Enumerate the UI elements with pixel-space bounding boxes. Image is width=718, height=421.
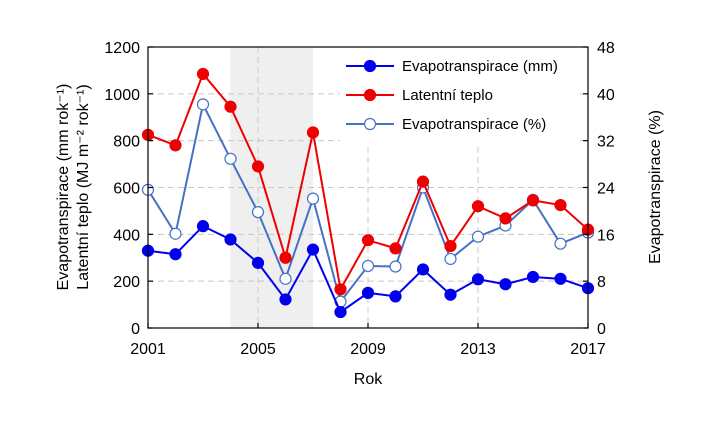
tick-labels: 0 200 400 600 800 1000 1200 0 8 16 24 32 40 48 2001 200…	[104, 40, 614, 358]
y-axis-left-title-line1: Evapotranspirace (mm rok⁻¹)	[55, 84, 72, 291]
legend-marker	[363, 88, 377, 102]
x-axis-title: Rok	[354, 371, 383, 388]
y-left-tick-label: 1200	[104, 40, 140, 57]
data-point	[389, 260, 402, 273]
y-right-tick-label: 48	[597, 40, 615, 57]
data-point	[554, 272, 567, 285]
y-right-tick-label: 24	[597, 181, 615, 198]
y-left-tick-label: 200	[113, 274, 140, 291]
data-point	[526, 194, 540, 207]
y-left-tick-label: 400	[113, 227, 140, 244]
y-left-tick-label: 800	[113, 134, 140, 151]
x-tick-label: 2001	[130, 341, 166, 358]
data-point	[471, 230, 485, 243]
data-point	[554, 237, 567, 250]
data-point	[444, 252, 457, 266]
data-point	[279, 293, 292, 306]
data-point	[554, 198, 567, 212]
data-point	[389, 290, 402, 303]
data-point	[499, 278, 512, 291]
y-axis-right-title: Evapotranspirace (%)	[647, 110, 664, 264]
data-point	[196, 98, 210, 111]
data-point	[444, 288, 457, 301]
data-point	[499, 212, 512, 225]
y-right-tick-label: 0	[597, 321, 606, 338]
x-tick-label: 2017	[570, 341, 606, 358]
data-point	[224, 152, 237, 165]
legend: Evapotranspirace (mm) Latentní teplo Eva…	[340, 48, 580, 143]
x-tick-label: 2013	[460, 341, 496, 358]
y-left-tick-label: 0	[131, 321, 140, 338]
x-tick-label: 2009	[350, 341, 386, 358]
data-point	[471, 273, 485, 286]
data-point	[251, 205, 265, 219]
data-point	[224, 233, 237, 246]
legend-item-latentni-teplo: Latentní teplo	[346, 87, 493, 104]
data-point	[389, 242, 402, 255]
data-point	[361, 234, 375, 247]
data-point	[361, 286, 375, 299]
data-point	[169, 139, 182, 152]
data-point	[279, 251, 292, 264]
series-0	[141, 220, 595, 319]
y-left-tick-label: 1000	[104, 87, 140, 104]
data-point	[169, 227, 182, 240]
data-point	[361, 259, 375, 273]
y-left-tick-label: 600	[113, 181, 140, 198]
data-point	[251, 160, 265, 173]
series-layer	[141, 67, 595, 319]
data-point	[526, 270, 540, 284]
data-point	[169, 248, 182, 261]
data-point	[196, 220, 210, 233]
legend-item-evapotranspirace-mm: Evapotranspirace (mm)	[346, 58, 558, 75]
legend-label: Evapotranspirace (mm)	[402, 58, 558, 75]
y-right-tick-label: 8	[597, 274, 606, 291]
data-point	[334, 283, 347, 296]
y-right-tick-label: 40	[597, 87, 615, 104]
legend-marker	[363, 59, 377, 73]
data-point	[416, 263, 430, 276]
data-point	[444, 239, 457, 253]
data-point	[416, 175, 430, 188]
data-point	[471, 200, 485, 213]
y-right-tick-label: 32	[597, 134, 615, 151]
data-point	[224, 100, 237, 113]
data-point	[279, 272, 292, 285]
legend-marker	[363, 117, 377, 131]
data-point	[196, 67, 210, 81]
axes	[147, 46, 589, 329]
data-point	[306, 243, 320, 256]
legend-label: Evapotranspirace (%)	[402, 116, 546, 133]
data-point	[306, 126, 320, 139]
y-right-tick-label: 16	[597, 227, 615, 244]
y-axis-left-title-line2: Latentní teplo (MJ m⁻² rok⁻¹)	[75, 84, 92, 289]
data-point	[334, 305, 347, 319]
data-point	[251, 256, 265, 270]
legend-label: Latentní teplo	[402, 87, 493, 104]
legend-item-evapotranspirace-pct: Evapotranspirace (%)	[346, 116, 546, 133]
data-point	[306, 192, 320, 205]
x-tick-label: 2005	[240, 341, 276, 358]
series-2	[141, 98, 595, 308]
